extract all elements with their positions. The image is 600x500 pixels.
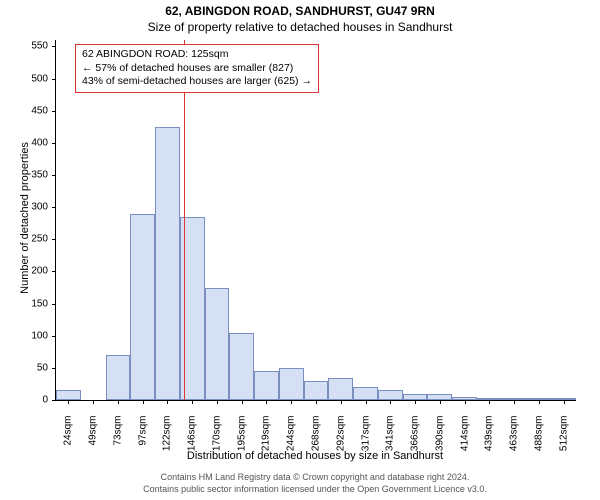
x-tick-mark [415,400,416,404]
title-sub: Size of property relative to detached ho… [0,20,600,34]
histogram-bar [205,288,230,401]
y-tick-mark [52,175,56,176]
y-tick-mark [52,111,56,112]
histogram-bar [106,355,131,400]
x-tick-mark [366,400,367,404]
y-axis-label: Number of detached properties [19,128,31,308]
histogram-bar [304,381,329,400]
histogram-bar [155,127,180,400]
y-tick-label: 550 [18,41,48,52]
histogram-bar [328,378,353,401]
x-tick-mark [93,400,94,404]
x-tick-mark [341,400,342,404]
y-tick-mark [52,336,56,337]
y-tick-mark [52,79,56,80]
x-axis-label: Distribution of detached houses by size … [55,450,575,462]
y-tick-mark [52,143,56,144]
chart-container: 62, ABINGDON ROAD, SANDHURST, GU47 9RN S… [0,0,600,500]
y-tick-mark [52,46,56,47]
y-tick-label: 50 [18,362,48,373]
annotation-line-3: 43% of semi-detached houses are larger (… [82,75,312,89]
histogram-bar [130,214,155,400]
annotation-line-2: ← 57% of detached houses are smaller (82… [82,62,312,76]
x-tick-mark [465,400,466,404]
histogram-bar [56,390,81,400]
y-tick-label: 500 [18,73,48,84]
histogram-bar [378,390,403,400]
y-tick-mark [52,271,56,272]
y-tick-mark [52,207,56,208]
histogram-bar [279,368,304,400]
reference-line [184,40,185,400]
x-tick-mark [167,400,168,404]
histogram-bar [254,371,279,400]
x-tick-mark [316,400,317,404]
x-tick-mark [291,400,292,404]
attribution-line-1: Contains HM Land Registry data © Crown c… [55,472,575,484]
title-main: 62, ABINGDON ROAD, SANDHURST, GU47 9RN [0,4,600,18]
x-tick-mark [539,400,540,404]
x-tick-mark [118,400,119,404]
attribution-line-2: Contains public sector information licen… [55,484,575,496]
x-tick-mark [564,400,565,404]
y-tick-label: 100 [18,330,48,341]
y-tick-label: 450 [18,105,48,116]
y-tick-mark [52,239,56,240]
annotation-box: 62 ABINGDON ROAD: 125sqm ← 57% of detach… [75,44,319,93]
histogram-bar [229,333,254,401]
x-tick-mark [440,400,441,404]
chart-area: 05010015020025030035040045050055024sqm49… [55,40,576,401]
annotation-line-1: 62 ABINGDON ROAD: 125sqm [82,48,312,62]
x-tick-mark [266,400,267,404]
x-tick-mark [143,400,144,404]
histogram-bar [353,387,378,400]
x-tick-mark [217,400,218,404]
x-tick-mark [390,400,391,404]
y-tick-mark [52,304,56,305]
x-tick-mark [242,400,243,404]
attribution-text: Contains HM Land Registry data © Crown c… [55,472,575,495]
y-tick-label: 0 [18,395,48,406]
y-tick-mark [52,400,56,401]
x-tick-mark [192,400,193,404]
y-tick-mark [52,368,56,369]
x-tick-mark [68,400,69,404]
x-tick-mark [514,400,515,404]
x-tick-mark [489,400,490,404]
